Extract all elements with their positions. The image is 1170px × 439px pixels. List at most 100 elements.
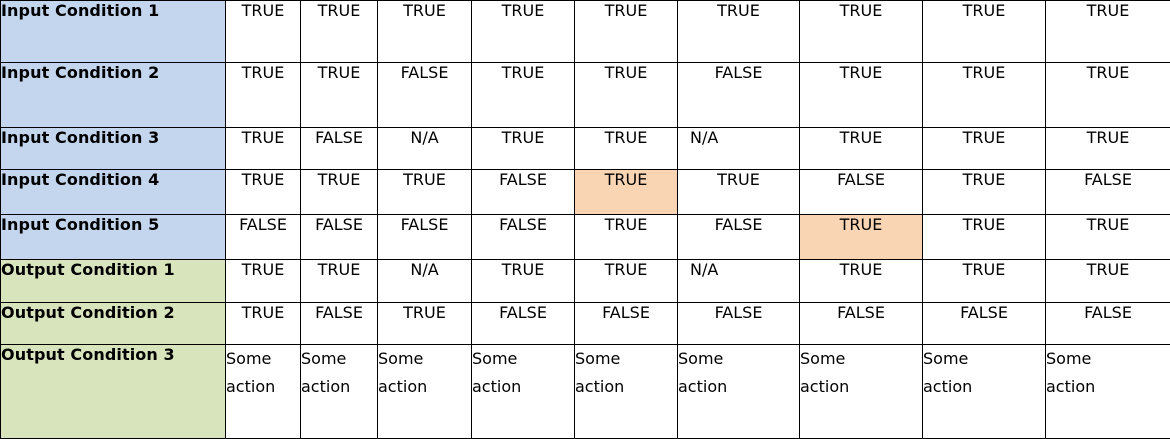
table-cell: N/A (378, 260, 472, 303)
table-row: Input Condition 1 TRUE TRUE TRUE TRUE TR… (1, 1, 1170, 63)
table-cell: TRUE (226, 63, 301, 128)
row-header: Output Condition 2 (1, 303, 226, 345)
table-cell: TRUE (1046, 63, 1170, 128)
table-cell: TRUE (800, 63, 923, 128)
table-cell: FALSE (301, 303, 378, 345)
table-cell: FALSE (575, 303, 678, 345)
table-row: Output Condition 2 TRUE FALSE TRUE FALSE… (1, 303, 1170, 345)
table-cell: TRUE (923, 260, 1046, 303)
table-cell: N/A (378, 128, 472, 170)
table-cell: TRUE (1046, 215, 1170, 260)
table-cell: TRUE (472, 128, 575, 170)
table-cell: TRUE (800, 1, 923, 63)
table-row: Input Condition 5 FALSE FALSE FALSE FALS… (1, 215, 1170, 260)
action-line: Some (800, 345, 922, 373)
table-cell: FALSE (472, 215, 575, 260)
table-cell: FALSE (1046, 303, 1170, 345)
table-cell: FALSE (378, 215, 472, 260)
table-cell: TRUE (301, 260, 378, 303)
action-line: Some (678, 345, 799, 373)
table-cell: TRUE (923, 170, 1046, 215)
action-line: action (575, 373, 677, 401)
table-cell: FALSE (226, 215, 301, 260)
row-header: Input Condition 1 (1, 1, 226, 63)
table-cell: TRUE (226, 260, 301, 303)
table-cell: FALSE (301, 215, 378, 260)
table-row: Input Condition 3 TRUE FALSE N/A TRUE TR… (1, 128, 1170, 170)
action-line: Some (301, 345, 377, 373)
row-header: Output Condition 3 (1, 345, 226, 439)
table-cell: FALSE (472, 303, 575, 345)
table-cell: TRUE (678, 170, 800, 215)
table-cell: FALSE (800, 170, 923, 215)
row-header: Output Condition 1 (1, 260, 226, 303)
table-cell: TRUE (226, 1, 301, 63)
table-cell: TRUE (1046, 1, 1170, 63)
row-header: Input Condition 5 (1, 215, 226, 260)
action-line: Some (226, 345, 300, 373)
action-line: action (378, 373, 471, 401)
table-cell: FALSE (923, 303, 1046, 345)
action-line: action (1046, 373, 1170, 401)
table-cell: TRUE (800, 128, 923, 170)
table-cell: TRUE (575, 128, 678, 170)
action-line: Some (923, 345, 1045, 373)
table-cell: TRUE (575, 63, 678, 128)
table-cell: FALSE (678, 215, 800, 260)
table-cell: FALSE (472, 170, 575, 215)
table-cell: TRUE (226, 303, 301, 345)
table-cell: TRUE (301, 63, 378, 128)
action-line: Some (378, 345, 471, 373)
action-line: action (301, 373, 377, 401)
action-line: Some (575, 345, 677, 373)
table-cell: TRUE (1046, 260, 1170, 303)
table-cell: TRUE (923, 215, 1046, 260)
row-header: Input Condition 4 (1, 170, 226, 215)
table-row: Input Condition 4 TRUE TRUE TRUE FALSE T… (1, 170, 1170, 215)
table-cell: FALSE (378, 63, 472, 128)
action-line: action (923, 373, 1045, 401)
action-line: action (472, 373, 574, 401)
table-cell: TRUE (378, 303, 472, 345)
action-line: action (800, 373, 922, 401)
highlighted-cell: TRUE (800, 215, 923, 260)
row-header: Input Condition 2 (1, 63, 226, 128)
table-cell: TRUE (378, 170, 472, 215)
table-cell: TRUE (301, 170, 378, 215)
table-cell: TRUE (226, 128, 301, 170)
table-cell: TRUE (575, 260, 678, 303)
table-cell: TRUE (678, 1, 800, 63)
table-cell: TRUE (1046, 128, 1170, 170)
table-cell: FALSE (678, 63, 800, 128)
table-cell: TRUE (472, 63, 575, 128)
action-line: action (226, 373, 300, 401)
table-cell: TRUE (923, 128, 1046, 170)
table-cell: TRUE (301, 1, 378, 63)
table-cell: FALSE (1046, 170, 1170, 215)
table-cell: N/A (678, 128, 800, 170)
row-header: Input Condition 3 (1, 128, 226, 170)
action-line: Some (1046, 345, 1170, 373)
table-cell: TRUE (800, 260, 923, 303)
table-cell: FALSE (301, 128, 378, 170)
table-cell: TRUE (575, 1, 678, 63)
table-cell: TRUE (226, 170, 301, 215)
table-cell: FALSE (678, 303, 800, 345)
table-cell: TRUE (472, 260, 575, 303)
action-line: Some (472, 345, 574, 373)
table-cell: TRUE (923, 1, 1046, 63)
action-line: action (678, 373, 799, 401)
table-cell: N/A (678, 260, 800, 303)
table-cell: TRUE (472, 1, 575, 63)
